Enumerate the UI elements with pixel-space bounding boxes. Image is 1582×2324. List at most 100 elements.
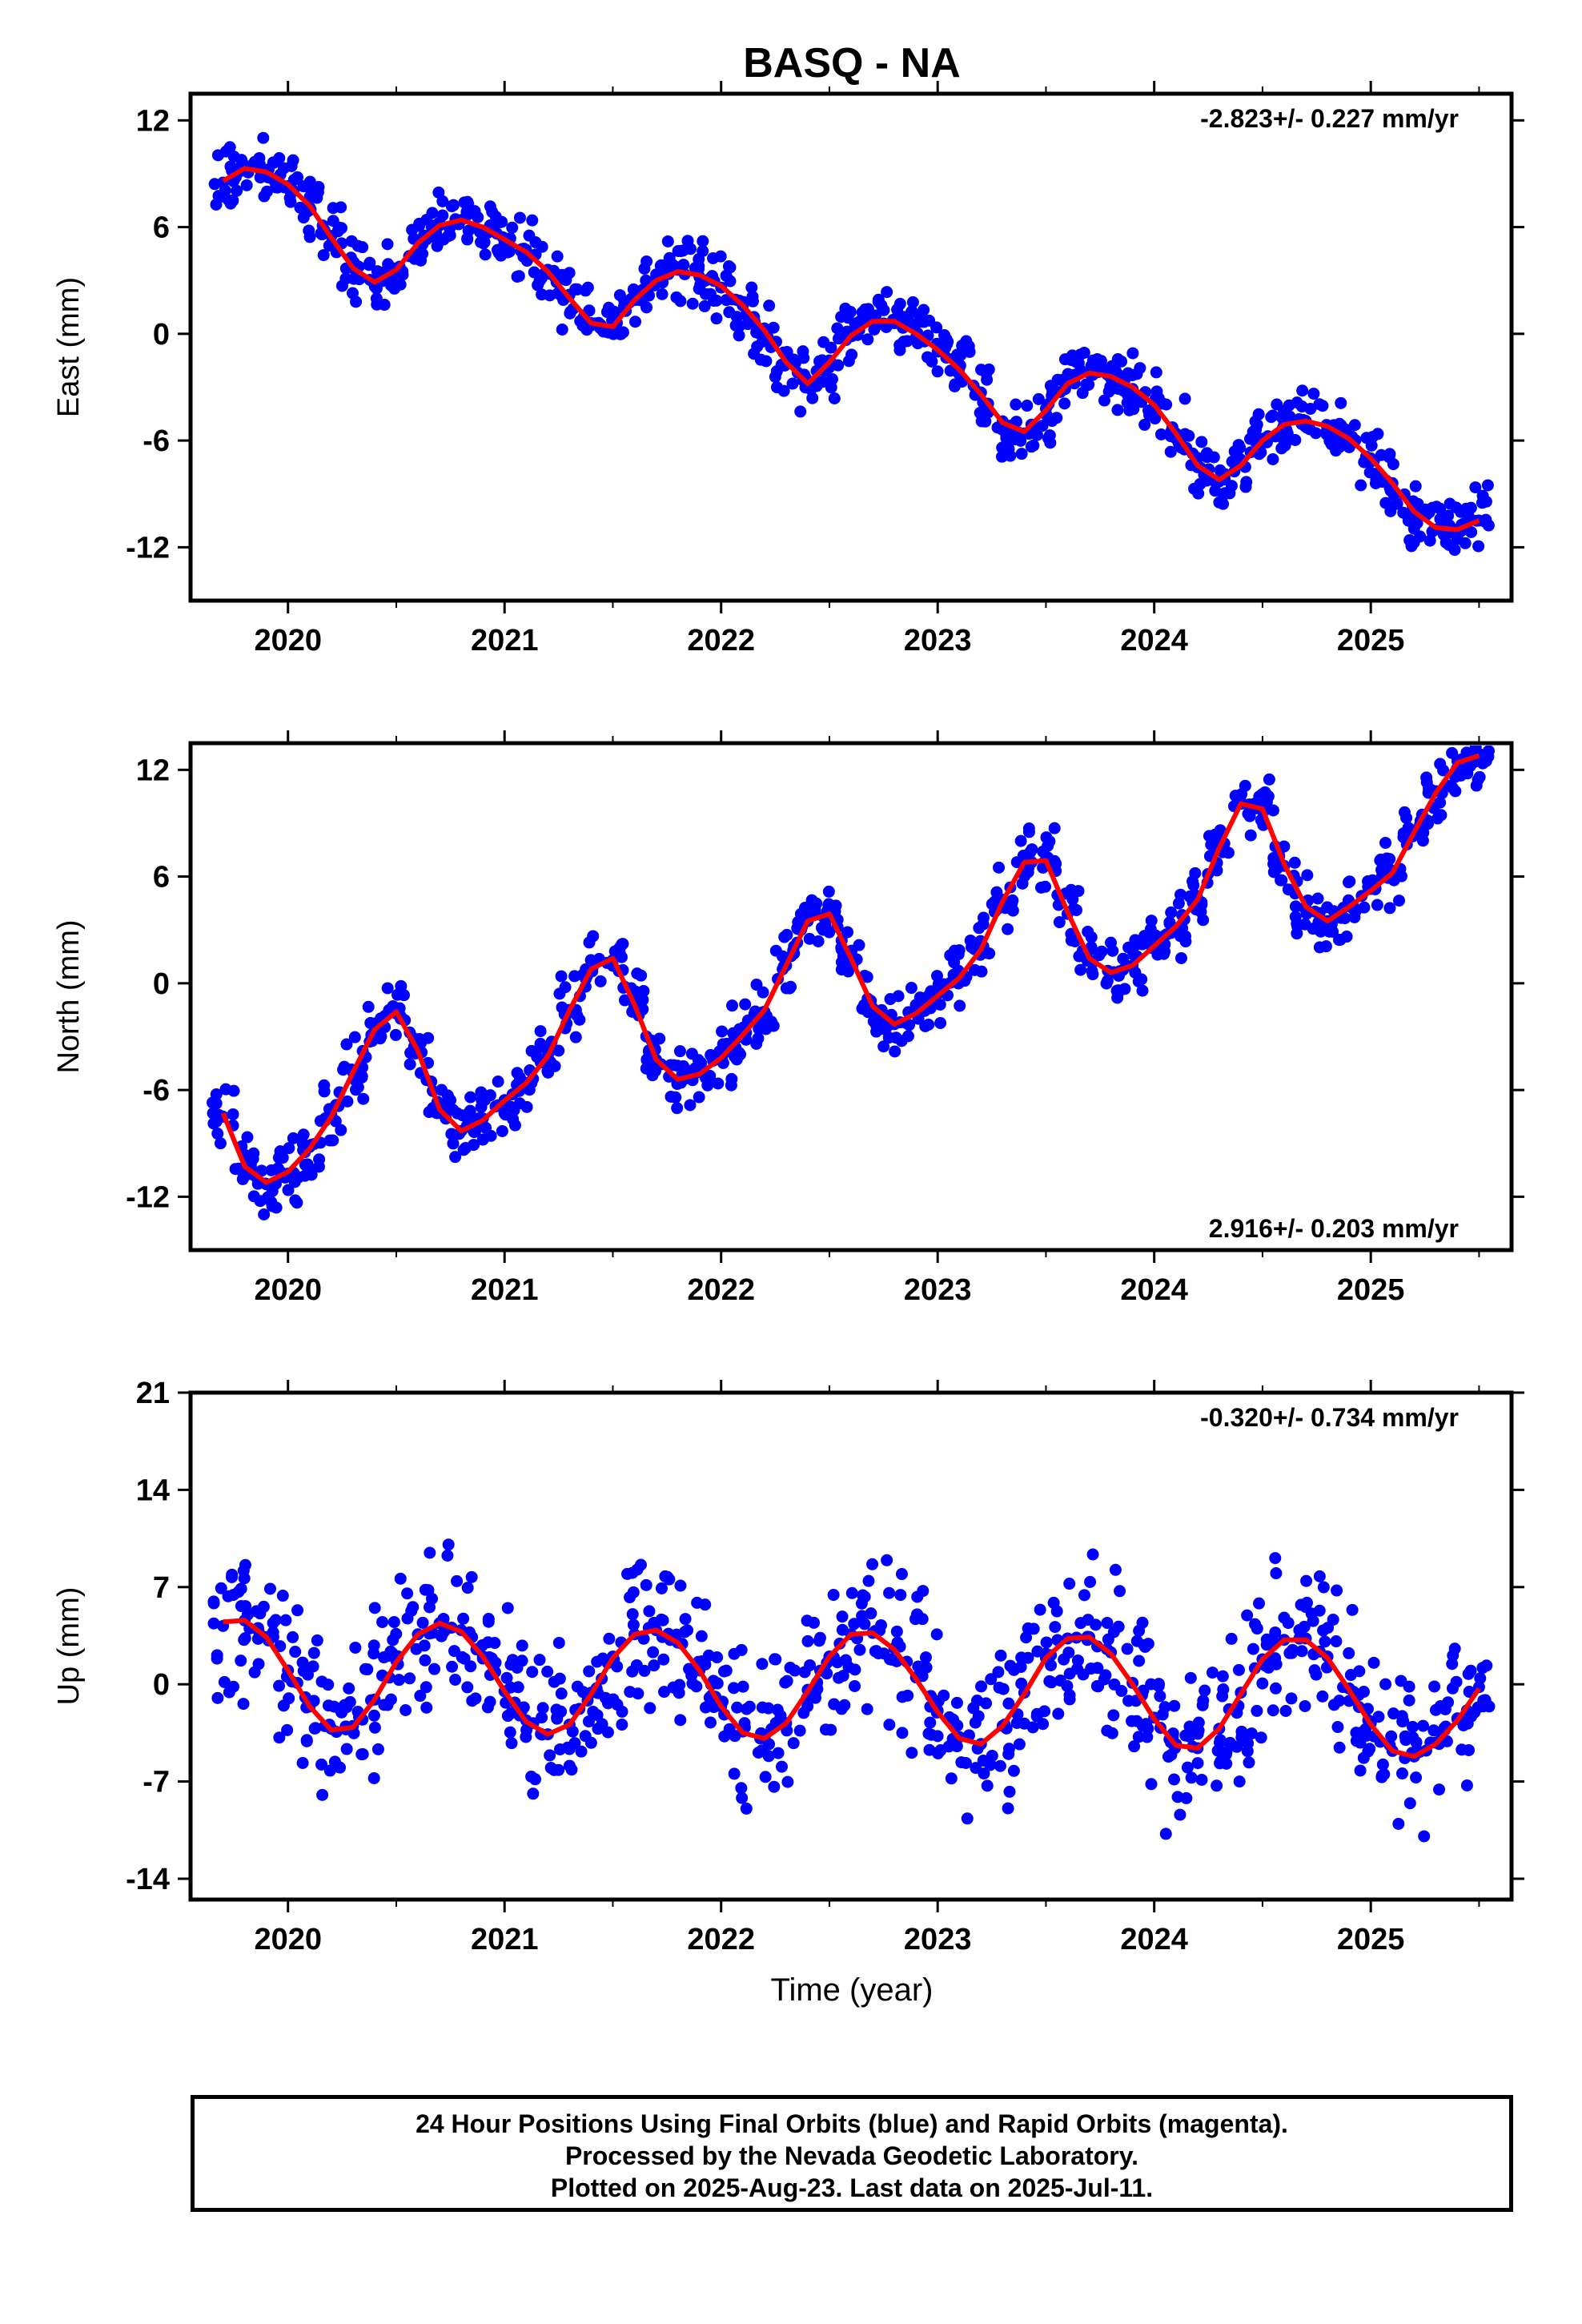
up-cloud-point: [1142, 1723, 1154, 1735]
up-cloud-point: [355, 1748, 368, 1761]
up-cloud-point: [762, 1702, 775, 1715]
north-cloud-point: [1379, 836, 1392, 849]
up-cloud-point: [488, 1637, 501, 1650]
east-cloud-point: [1335, 396, 1347, 409]
north-cloud-point: [303, 1164, 315, 1177]
north-y-axis-label: North (mm): [52, 919, 86, 1073]
east-cloud-point: [1195, 436, 1208, 448]
up-cloud-point: [1223, 1736, 1236, 1749]
east-cloud-point: [327, 215, 339, 227]
up-cloud-point: [1168, 1773, 1181, 1786]
up-cloud-point: [711, 1651, 724, 1664]
up-cloud-point: [923, 1743, 936, 1756]
east-cloud-point: [1111, 404, 1124, 416]
up-cloud-point: [239, 1632, 251, 1645]
up-cloud-point: [804, 1659, 817, 1671]
up-cloud-point: [992, 1666, 1005, 1679]
up-cloud-point: [211, 1649, 223, 1662]
up-cloud-point: [516, 1639, 528, 1652]
east-cloud-point: [385, 279, 398, 292]
north-cloud-point: [1016, 877, 1029, 890]
up-cloud-point: [553, 1672, 566, 1685]
east-cloud-point: [786, 377, 799, 390]
up-cloud-point: [704, 1716, 717, 1729]
east-cloud-point: [1423, 534, 1436, 547]
up-cloud-point: [1102, 1633, 1114, 1646]
east-cloud-point: [684, 243, 697, 255]
east-cloud-point: [211, 149, 224, 162]
east-cloud-point: [1111, 352, 1124, 365]
up-cloud-point: [215, 1582, 227, 1594]
east-cloud-point: [1481, 479, 1494, 492]
north-cloud-point: [765, 1015, 777, 1028]
up-cloud-point: [866, 1558, 879, 1570]
north-y-tick-label: -12: [126, 1180, 170, 1214]
up-cloud-point: [1448, 1642, 1461, 1655]
up-cloud-point: [1037, 1718, 1050, 1731]
up-cloud-point: [1022, 1651, 1034, 1664]
up-cloud-point: [849, 1679, 861, 1692]
east-cloud-point: [536, 240, 548, 253]
up-cloud-point: [1483, 1700, 1496, 1713]
north-cloud-point: [313, 1153, 326, 1166]
up-cloud-point: [861, 1703, 873, 1715]
up-cloud-point: [959, 1756, 972, 1769]
east-cloud-point: [698, 300, 711, 312]
north-cloud-point: [785, 980, 797, 993]
up-cloud-point: [1052, 1707, 1065, 1720]
east-cloud-point: [1232, 443, 1245, 456]
up-cloud-point: [759, 1771, 772, 1783]
east-cloud-point: [231, 184, 243, 197]
north-cloud-point: [1358, 901, 1371, 914]
north-cloud-point: [1301, 869, 1314, 882]
up-cloud-point: [994, 1649, 1007, 1662]
up-cloud-point: [737, 1680, 749, 1693]
east-cloud-point: [656, 287, 669, 300]
north-cloud-point: [905, 982, 917, 995]
north-cloud-point: [274, 1145, 287, 1158]
x-axis-title: Time (year): [771, 1972, 934, 2008]
north-cloud-point: [444, 1094, 457, 1107]
up-cloud-point: [627, 1618, 640, 1631]
up-cloud-point: [279, 1614, 292, 1626]
east-cloud-point: [1225, 480, 1238, 493]
east-cloud-point: [1313, 398, 1326, 411]
north-x-tick-label: 2023: [904, 1273, 972, 1307]
up-cloud-point: [731, 1701, 744, 1714]
up-cloud-point: [1331, 1584, 1343, 1597]
east-frame: [188, 91, 1514, 603]
north-cloud-point: [1022, 866, 1034, 879]
up-cloud-point: [1235, 1725, 1248, 1738]
east-cloud-point: [697, 235, 709, 247]
up-cloud-point: [1298, 1620, 1311, 1633]
up-cloud-point: [449, 1673, 462, 1686]
east-cloud-point: [345, 235, 358, 247]
up-cloud-point: [813, 1634, 825, 1647]
up-cloud-point: [1133, 1624, 1146, 1637]
up-cloud-point: [563, 1759, 576, 1772]
up-x-tick-label: 2020: [254, 1923, 322, 1956]
east-cloud-point: [842, 355, 855, 368]
up-cloud-point: [1107, 1709, 1120, 1722]
east-cloud-point: [825, 381, 837, 394]
up-cloud-point: [845, 1586, 858, 1599]
east-cloud-point: [1149, 412, 1162, 425]
up-cloud-point: [307, 1647, 320, 1659]
east-cloud-point: [828, 392, 841, 405]
north-panel: 2020 2021 2022 2023 2024 2025 -12 -6 0 6 12 North (…: [52, 730, 1524, 1307]
up-cloud-point: [207, 1617, 220, 1630]
east-cloud-point: [640, 255, 653, 267]
up-cloud-point: [756, 1744, 769, 1757]
up-cloud-point: [637, 1632, 650, 1645]
east-cloud-point: [1032, 392, 1045, 405]
up-cloud-point: [857, 1589, 869, 1602]
up-cloud-point: [1322, 1622, 1335, 1634]
east-cloud-point: [260, 185, 273, 198]
up-cloud-point: [1038, 1705, 1051, 1718]
up-cloud-point: [1211, 1779, 1223, 1792]
up-cloud-point: [1269, 1682, 1282, 1695]
north-cloud-point: [1145, 915, 1158, 927]
east-cloud-point: [1383, 448, 1396, 460]
up-cloud-point: [1002, 1802, 1014, 1815]
north-cloud-point: [1026, 843, 1038, 856]
